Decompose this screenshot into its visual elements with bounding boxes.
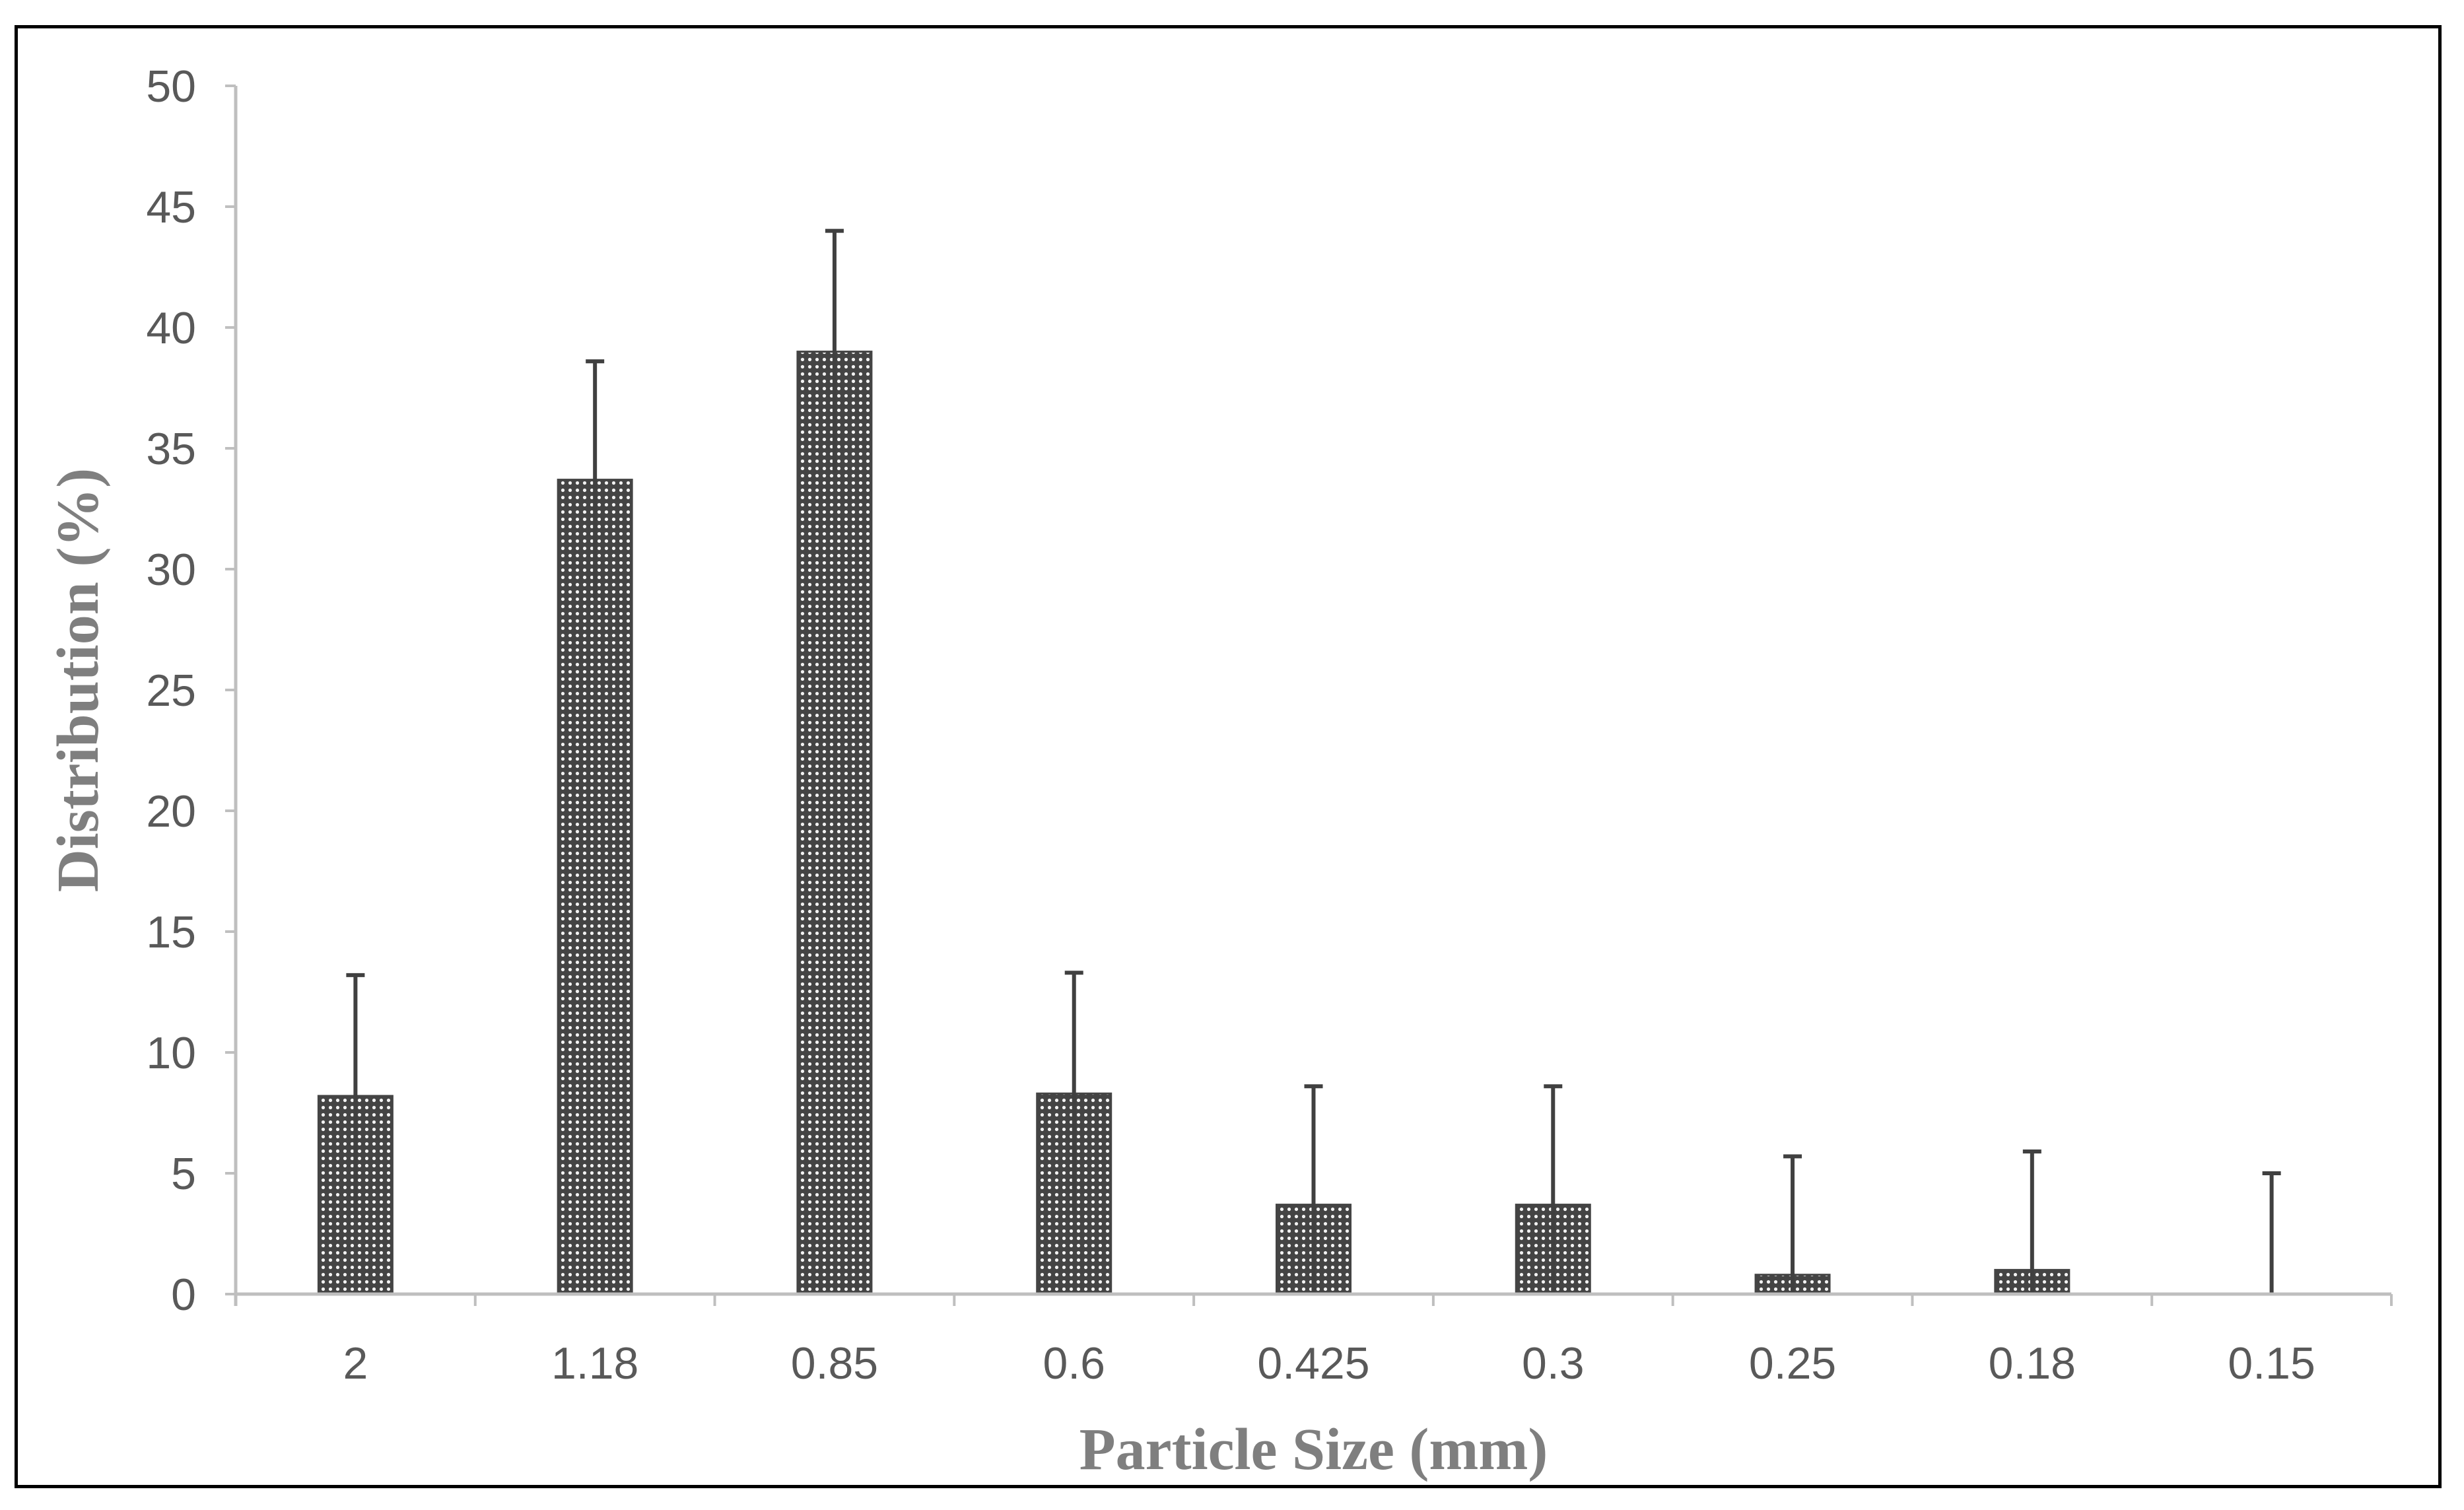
error-bar-0.25 <box>1783 1154 1802 1294</box>
x-tick-label-0.85: 0.85 <box>791 1338 878 1389</box>
x-tick-label-2: 2 <box>343 1338 368 1389</box>
y-tick-label-50: 50 <box>146 61 196 112</box>
y-tick-label-25: 25 <box>146 666 196 716</box>
error-bars-layer <box>346 228 2281 1294</box>
error-bar-0.3 <box>1544 1084 1563 1294</box>
error-bar-2 <box>346 973 365 1215</box>
x-tick-label-0.18: 0.18 <box>1989 1338 2076 1389</box>
error-bar-0.425 <box>1304 1084 1323 1294</box>
x-tick-label-0.425: 0.425 <box>1257 1338 1369 1389</box>
bar-0.85 <box>796 351 873 1295</box>
error-bar-0.15 <box>2262 1171 2281 1294</box>
error-bar-1.18 <box>586 359 605 598</box>
y-axis-title: Distribution (%) <box>46 468 111 893</box>
error-bar-0.85 <box>825 228 844 473</box>
y-tick-label-45: 45 <box>146 182 196 232</box>
x-tick-label-0.3: 0.3 <box>1522 1338 1585 1389</box>
bar-1.18 <box>557 479 633 1295</box>
y-tick-label-0: 0 <box>171 1270 196 1320</box>
y-tick-label-10: 10 <box>146 1028 196 1078</box>
y-tick-label-20: 20 <box>146 786 196 837</box>
x-tick-label-1.18: 1.18 <box>551 1338 638 1389</box>
y-tick-label-5: 5 <box>171 1149 196 1199</box>
axes-layer <box>225 85 2393 1306</box>
y-tick-label-40: 40 <box>146 303 196 353</box>
y-tick-label-30: 30 <box>146 545 196 595</box>
x-tick-label-0.25: 0.25 <box>1749 1338 1836 1389</box>
error-bar-0.18 <box>2022 1150 2041 1294</box>
tick-labels-layer: 0 5 10 15 20 25 30 35 40 45 50 2 1.18 0.85 0.6 0.425 0.3… <box>146 61 2315 1389</box>
y-tick-label-35: 35 <box>146 424 196 474</box>
chart-frame <box>15 25 2442 1488</box>
x-axis-title: Particle Size (mm) <box>1079 1417 1548 1482</box>
bars-layer <box>317 351 2070 1295</box>
y-tick-label-15: 15 <box>146 907 196 957</box>
error-bar-0.6 <box>1064 971 1083 1215</box>
x-tick-label-0.15: 0.15 <box>2228 1338 2315 1389</box>
x-tick-label-0.6: 0.6 <box>1043 1338 1105 1389</box>
